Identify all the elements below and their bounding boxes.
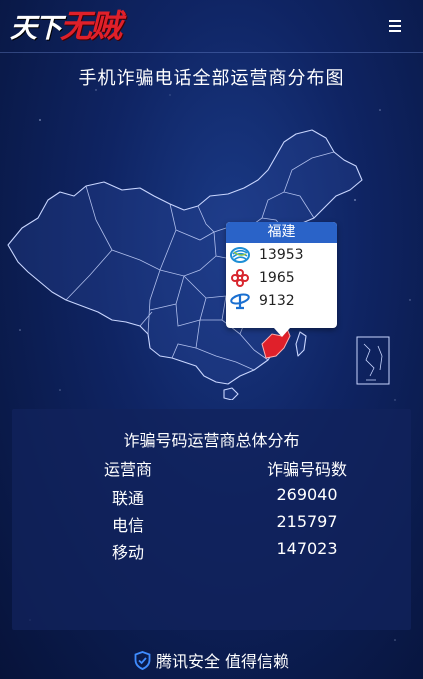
hamburger-menu-icon[interactable] [388, 19, 402, 33]
tooltip-province-name: 福建 [226, 222, 337, 243]
map-tooltip: 福建 13953 1965 9132 [226, 222, 337, 328]
table-row-carrier: 联通 [111, 489, 144, 508]
app-header: 天下无贼 [0, 0, 423, 53]
china-unicom-logo-icon [231, 268, 249, 287]
app-logo: 天下无贼 [10, 7, 122, 45]
tooltip-row-unicom: 1965 [226, 266, 337, 289]
page-title: 手机诈骗电话全部运营商分布图 [78, 68, 345, 89]
tooltip-row-mobile: 13953 [226, 243, 337, 266]
tooltip-value-mobile: 13953 [259, 246, 304, 263]
china-mobile-logo-icon [230, 246, 250, 263]
footer-slogan: 腾讯安全 值得信赖 [155, 652, 290, 671]
table-row-carrier: 移动 [111, 543, 144, 562]
table-row-count: 147023 [276, 539, 338, 558]
tooltip-row-telecom: 9132 [226, 289, 337, 312]
summary-title: 诈骗号码运营商总体分布 [123, 431, 300, 450]
taiwan-island [295, 331, 307, 357]
tooltip-pointer [274, 328, 290, 337]
header-carrier: 运营商 [103, 460, 152, 479]
shield-check-icon [134, 650, 151, 670]
header-count: 诈骗号码数 [266, 460, 347, 479]
table-row-count: 215797 [276, 512, 338, 531]
china-telecom-logo-icon [230, 292, 250, 309]
footer: 腾讯安全 值得信赖 [0, 648, 423, 672]
south-china-sea-inset [356, 336, 390, 385]
tooltip-value-telecom: 9132 [259, 292, 295, 309]
summary-panel: 诈骗号码运营商总体分布 运营商 诈骗号码数 联通 269040 电信 21579… [12, 409, 411, 630]
table-row-carrier: 电信 [111, 516, 144, 535]
china-map[interactable] [0, 100, 423, 400]
table-row-count: 269040 [276, 485, 338, 504]
hainan-island [223, 387, 239, 400]
tooltip-value-unicom: 1965 [259, 269, 295, 286]
